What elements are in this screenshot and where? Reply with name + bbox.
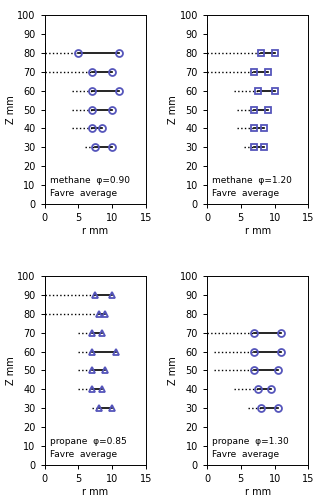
Text: Favre  average: Favre average (50, 190, 117, 198)
Text: Favre  average: Favre average (212, 190, 279, 198)
Text: methane  φ=1.20: methane φ=1.20 (212, 176, 292, 185)
X-axis label: r mm: r mm (245, 487, 271, 497)
X-axis label: r mm: r mm (82, 487, 108, 497)
Text: methane  φ=0.90: methane φ=0.90 (50, 176, 130, 185)
Y-axis label: Z mm: Z mm (6, 95, 16, 124)
Text: propane  φ=1.30: propane φ=1.30 (212, 437, 289, 446)
Text: Favre  average: Favre average (50, 450, 117, 460)
Text: Favre  average: Favre average (212, 450, 279, 460)
Text: propane  φ=0.85: propane φ=0.85 (50, 437, 126, 446)
Y-axis label: Z mm: Z mm (6, 356, 16, 385)
Y-axis label: Z mm: Z mm (168, 95, 178, 124)
X-axis label: r mm: r mm (245, 226, 271, 236)
X-axis label: r mm: r mm (82, 226, 108, 236)
Y-axis label: Z mm: Z mm (168, 356, 178, 385)
